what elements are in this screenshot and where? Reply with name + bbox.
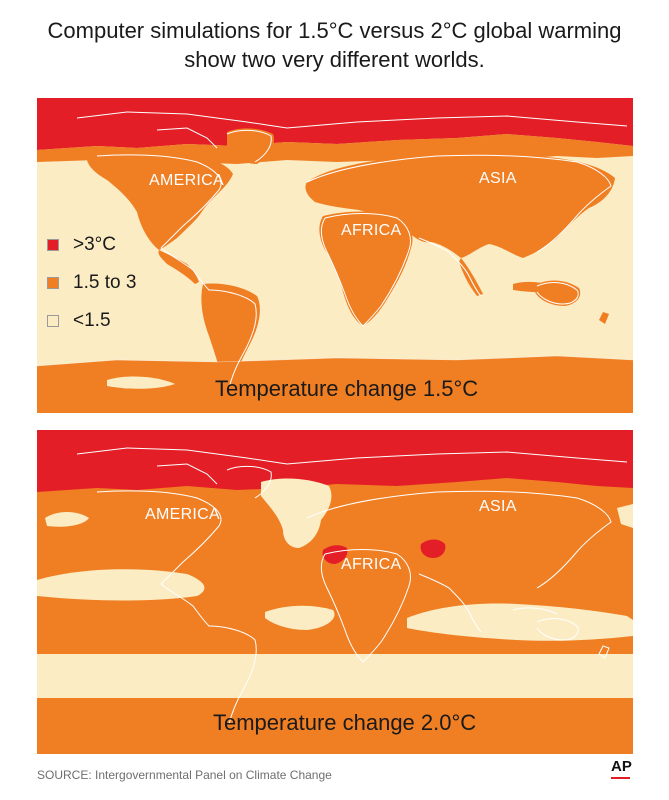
legend-swatch-mild [47, 315, 59, 327]
map-1-5c [37, 98, 633, 413]
south-mild-patch [107, 376, 175, 389]
hot-spot-arabia [420, 539, 446, 558]
label-africa: AFRICA [341, 556, 402, 573]
label-asia: ASIA [479, 498, 517, 515]
ap-logo-underline [611, 777, 630, 779]
legend-item-hot: >3°C [47, 226, 136, 264]
legend-item-mild: <1.5 [47, 302, 136, 340]
africa-warm [319, 211, 413, 326]
mild-patch-north-pacific-west [45, 512, 89, 527]
coastlines [76, 111, 628, 389]
label-asia: ASIA [479, 170, 517, 187]
mild-patch-north-atlantic [261, 478, 332, 548]
legend-label-mild: <1.5 [73, 310, 111, 331]
ap-logo: AP [611, 758, 632, 775]
chart-title: Computer simulations for 1.5°C versus 2°… [0, 16, 669, 74]
eurasia-warm [305, 153, 615, 258]
title-line-1: Computer simulations for 1.5°C versus 2°… [47, 18, 622, 43]
greenland-warm [227, 128, 275, 164]
legend-swatch-hot [47, 239, 59, 251]
map-caption-1-5c: Temperature change 1.5°C [215, 376, 479, 401]
central-america-warm [158, 250, 199, 284]
legend-label-warm: 1.5 to 3 [73, 272, 137, 293]
coastlines [76, 447, 628, 725]
legend-label-hot: >3°C [73, 234, 116, 255]
south-america-warm [201, 283, 260, 390]
label-africa: AFRICA [341, 222, 402, 239]
mild-band-southern-ocean [37, 654, 633, 698]
india-warm [459, 258, 483, 296]
mild-patch-south-atlantic [265, 605, 335, 630]
southern-boundary [37, 355, 633, 367]
mild-patch-south-pacific [37, 569, 205, 601]
title-line-2: show two very different worlds. [184, 47, 485, 72]
map-panel-2-0c: AMERICA ASIA AFRICA Temperature change 2… [37, 430, 633, 754]
source-note: SOURCE: Intergovernmental Panel on Clima… [37, 768, 332, 782]
label-america: AMERICA [145, 506, 220, 523]
south-warm-band [37, 698, 633, 754]
legend: >3°C 1.5 to 3 <1.5 [47, 226, 136, 340]
mild-patch-north-pacific-east [617, 504, 633, 528]
hot-spot-sahara [322, 545, 348, 564]
new-zealand-warm [599, 312, 609, 324]
mild-patch-southern-indian [407, 603, 633, 641]
legend-swatch-warm [47, 277, 59, 289]
arctic-hot-zone [37, 430, 633, 492]
south-warm-band [37, 356, 633, 413]
label-america: AMERICA [149, 172, 224, 189]
map-2-0c [37, 430, 633, 754]
north-america-warm [87, 152, 233, 250]
legend-item-warm: 1.5 to 3 [47, 264, 136, 302]
map-caption-2-0c: Temperature change 2.0°C [213, 710, 477, 735]
map-panel-1-5c: AMERICA ASIA AFRICA >3°C 1.5 to 3 <1.5 T… [37, 98, 633, 413]
